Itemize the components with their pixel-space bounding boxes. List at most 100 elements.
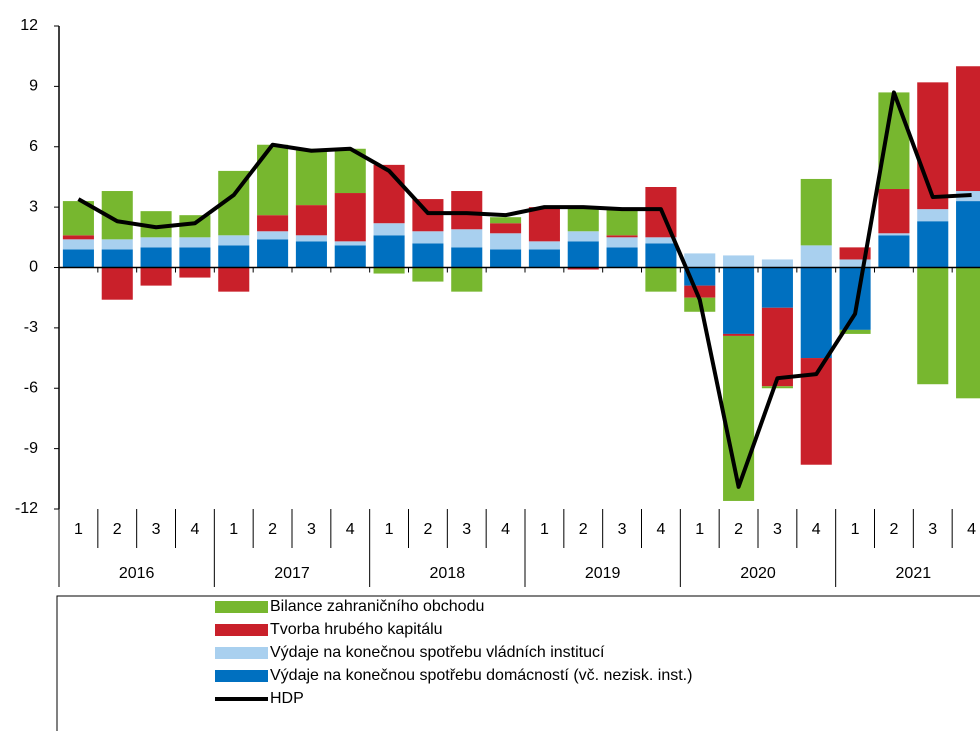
bar bbox=[257, 239, 289, 268]
year-label: 2017 bbox=[274, 565, 310, 582]
bar bbox=[800, 245, 832, 268]
bar bbox=[218, 267, 250, 292]
bar bbox=[295, 205, 327, 236]
bar bbox=[684, 253, 716, 268]
bar bbox=[490, 217, 522, 224]
bar bbox=[179, 237, 211, 248]
bar bbox=[140, 267, 172, 286]
x-tick-label: 4 bbox=[190, 521, 199, 538]
x-tick-label: 1 bbox=[385, 521, 394, 538]
bar bbox=[451, 229, 483, 248]
bar bbox=[606, 247, 638, 268]
bar bbox=[645, 237, 677, 244]
bar bbox=[179, 247, 211, 268]
x-tick-label: 1 bbox=[229, 521, 238, 538]
x-tick-label: 3 bbox=[618, 521, 627, 538]
legend-label: Výdaje na konečnou spotřebu domácností (… bbox=[270, 667, 692, 684]
bar bbox=[917, 209, 949, 222]
bar bbox=[62, 239, 94, 250]
x-tick-label: 2 bbox=[579, 521, 588, 538]
x-tick-label: 1 bbox=[851, 521, 860, 538]
bar bbox=[684, 285, 716, 298]
bar bbox=[101, 239, 133, 250]
year-label: 2019 bbox=[585, 565, 621, 582]
bar bbox=[257, 144, 289, 216]
bar bbox=[567, 207, 599, 232]
legend-label: Bilance zahraničního obchodu bbox=[270, 598, 484, 615]
y-tick-label: 3 bbox=[29, 198, 38, 215]
x-tick-label: 4 bbox=[967, 521, 976, 538]
y-tick-label: -9 bbox=[24, 440, 38, 457]
bar bbox=[257, 231, 289, 240]
x-tick-label: 4 bbox=[812, 521, 821, 538]
bar bbox=[606, 235, 638, 238]
x-tick-label: 3 bbox=[152, 521, 161, 538]
bar bbox=[373, 223, 405, 236]
bar bbox=[645, 267, 677, 292]
legend-label: Tvorba hrubého kapitálu bbox=[270, 621, 443, 638]
year-label: 2018 bbox=[430, 565, 466, 582]
bar bbox=[218, 235, 250, 246]
bar bbox=[295, 241, 327, 268]
x-tick-label: 1 bbox=[695, 521, 704, 538]
x-tick-label: 3 bbox=[307, 521, 316, 538]
y-tick-label: -12 bbox=[15, 500, 38, 517]
x-tick-label: 3 bbox=[773, 521, 782, 538]
bar bbox=[101, 249, 133, 268]
bar bbox=[490, 249, 522, 268]
bar bbox=[179, 267, 211, 278]
y-tick-label: 9 bbox=[29, 78, 38, 95]
x-tick-label: 2 bbox=[889, 521, 898, 538]
bar bbox=[878, 235, 910, 268]
bar bbox=[839, 247, 871, 260]
bar bbox=[917, 82, 949, 210]
bar bbox=[412, 231, 444, 244]
bar bbox=[606, 237, 638, 248]
bar bbox=[723, 335, 755, 501]
x-tick-label: 4 bbox=[656, 521, 665, 538]
bar bbox=[179, 215, 211, 238]
bar bbox=[295, 148, 327, 206]
bar bbox=[528, 241, 560, 250]
x-tick-label: 2 bbox=[423, 521, 432, 538]
bar bbox=[917, 267, 949, 385]
x-tick-label: 2 bbox=[268, 521, 277, 538]
bar bbox=[528, 207, 560, 242]
bar bbox=[761, 267, 793, 308]
bar bbox=[761, 259, 793, 268]
bar bbox=[761, 307, 793, 387]
legend-box bbox=[56, 595, 980, 731]
bar bbox=[839, 329, 871, 334]
bar bbox=[412, 243, 444, 268]
x-tick-label: 4 bbox=[501, 521, 510, 538]
bar bbox=[373, 235, 405, 268]
bar bbox=[257, 215, 289, 232]
legend-swatch bbox=[215, 647, 268, 659]
bar bbox=[412, 267, 444, 282]
bar bbox=[528, 249, 560, 268]
bar bbox=[723, 267, 755, 334]
bar bbox=[800, 267, 832, 359]
bar bbox=[373, 164, 405, 224]
x-tick-label: 4 bbox=[346, 521, 355, 538]
bar bbox=[451, 247, 483, 268]
x-tick-label: 2 bbox=[734, 521, 743, 538]
bar bbox=[490, 223, 522, 234]
bar bbox=[606, 209, 638, 236]
bar bbox=[839, 267, 871, 330]
y-tick-label: -3 bbox=[24, 319, 38, 336]
bar bbox=[878, 189, 910, 234]
x-tick-label: 3 bbox=[928, 521, 937, 538]
year-label: 2020 bbox=[740, 565, 776, 582]
legend-label: HDP bbox=[270, 690, 304, 707]
bar bbox=[451, 191, 483, 230]
legend-swatch bbox=[215, 601, 268, 613]
bar bbox=[723, 333, 755, 336]
bar bbox=[373, 267, 405, 274]
bar bbox=[334, 193, 366, 242]
y-tick-label: 12 bbox=[20, 17, 38, 34]
legend-swatch bbox=[215, 670, 268, 682]
bar bbox=[490, 233, 522, 250]
bar bbox=[334, 241, 366, 246]
